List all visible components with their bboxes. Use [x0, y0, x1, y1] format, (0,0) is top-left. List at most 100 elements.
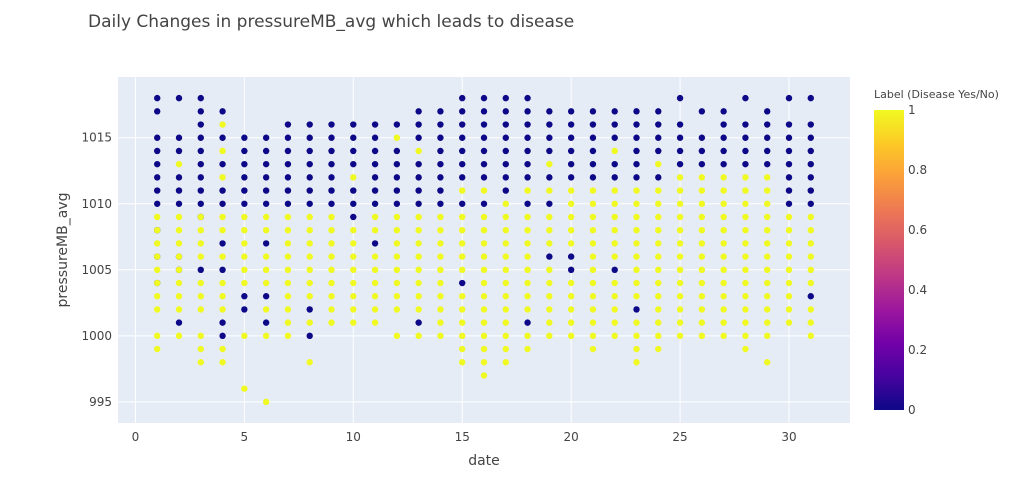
data-point-label-1 — [197, 279, 204, 287]
data-point-label-0 — [284, 134, 292, 141]
data-point-label-0 — [633, 121, 640, 128]
data-point-label-1 — [459, 213, 466, 221]
data-point-label-0 — [437, 174, 444, 181]
data-point-label-1 — [437, 279, 444, 287]
data-point-label-1 — [393, 134, 401, 141]
data-point-label-0 — [502, 108, 509, 115]
data-point-label-1 — [175, 253, 183, 260]
data-point-label-0 — [154, 108, 161, 115]
data-point-label-1 — [676, 293, 684, 300]
data-point-label-0 — [241, 147, 248, 155]
data-point-label-1 — [633, 253, 640, 260]
data-point-label-1 — [698, 332, 706, 340]
data-point-label-0 — [197, 121, 204, 128]
data-point-label-0 — [567, 121, 575, 128]
data-point-label-0 — [197, 266, 204, 274]
data-point-label-1 — [742, 187, 749, 194]
data-point-label-1 — [480, 226, 488, 234]
data-point-label-0 — [393, 174, 401, 181]
data-point-label-1 — [785, 253, 793, 260]
data-point-label-1 — [807, 266, 814, 274]
data-point-label-1 — [589, 332, 597, 340]
data-point-label-1 — [371, 213, 379, 221]
data-point-label-0 — [306, 306, 313, 313]
x-tick-label: 20 — [564, 430, 579, 444]
data-point-label-1 — [154, 345, 161, 353]
data-point-label-0 — [655, 174, 662, 181]
data-point-label-1 — [371, 226, 379, 234]
colorbar-scale — [874, 110, 904, 410]
colorbar-tick-label: 0.6 — [908, 223, 927, 237]
data-point-label-0 — [589, 108, 597, 115]
data-point-label-0 — [175, 174, 183, 181]
data-point-label-1 — [219, 293, 226, 300]
data-point-label-1 — [611, 200, 618, 207]
data-point-label-1 — [785, 226, 793, 234]
data-point-label-0 — [524, 147, 531, 155]
data-point-label-1 — [437, 266, 444, 274]
data-point-label-0 — [284, 200, 292, 207]
data-point-label-0 — [371, 147, 379, 155]
data-point-label-1 — [589, 306, 597, 313]
data-point-label-0 — [328, 160, 335, 168]
data-point-label-1 — [480, 213, 488, 221]
data-point-label-0 — [807, 134, 814, 141]
data-point-label-0 — [611, 266, 618, 274]
data-point-label-1 — [502, 319, 509, 326]
data-point-label-1 — [720, 213, 727, 221]
data-point-label-0 — [611, 121, 618, 128]
data-point-label-1 — [175, 266, 183, 274]
data-point-label-1 — [764, 266, 771, 274]
x-tick-label: 10 — [346, 430, 361, 444]
data-point-label-1 — [502, 200, 509, 207]
data-point-label-1 — [742, 319, 749, 326]
data-point-label-0 — [480, 147, 488, 155]
data-point-label-0 — [502, 121, 509, 128]
data-point-label-0 — [720, 134, 727, 141]
data-point-label-1 — [437, 226, 444, 234]
data-point-label-1 — [480, 187, 488, 194]
data-point-label-0 — [371, 134, 379, 141]
data-point-label-1 — [350, 174, 357, 181]
data-point-label-0 — [306, 332, 313, 340]
data-point-label-1 — [415, 253, 422, 260]
data-point-label-0 — [459, 134, 466, 141]
data-point-label-0 — [633, 147, 640, 155]
data-point-label-0 — [262, 200, 270, 207]
data-point-label-1 — [807, 332, 814, 340]
data-point-label-0 — [459, 160, 466, 168]
data-point-label-1 — [633, 279, 640, 287]
data-point-label-0 — [306, 134, 313, 141]
data-point-label-1 — [437, 240, 444, 247]
data-point-label-1 — [437, 253, 444, 260]
data-point-label-1 — [546, 226, 553, 234]
data-point-label-0 — [393, 187, 401, 194]
data-point-label-1 — [698, 240, 706, 247]
data-point-label-1 — [459, 332, 466, 340]
data-point-label-0 — [633, 134, 640, 141]
data-point-label-1 — [720, 266, 727, 274]
data-point-label-0 — [393, 160, 401, 168]
data-point-label-1 — [567, 279, 575, 287]
data-point-label-1 — [459, 187, 466, 194]
data-point-label-1 — [698, 187, 706, 194]
data-point-label-0 — [437, 187, 444, 194]
data-point-label-0 — [720, 108, 727, 115]
data-point-label-1 — [502, 345, 509, 353]
data-point-label-1 — [459, 266, 466, 274]
data-point-label-1 — [284, 306, 292, 313]
data-point-label-0 — [415, 319, 422, 326]
data-point-label-0 — [328, 134, 335, 141]
data-point-label-0 — [154, 200, 161, 207]
data-point-label-1 — [676, 174, 684, 181]
data-point-label-1 — [676, 279, 684, 287]
data-point-label-0 — [480, 108, 488, 115]
data-point-label-0 — [241, 200, 248, 207]
data-point-label-1 — [502, 332, 509, 340]
data-point-label-0 — [262, 187, 270, 194]
data-point-label-1 — [633, 319, 640, 326]
data-point-label-0 — [371, 174, 379, 181]
data-point-label-1 — [524, 187, 531, 194]
data-point-label-1 — [764, 332, 771, 340]
data-point-label-0 — [284, 187, 292, 194]
